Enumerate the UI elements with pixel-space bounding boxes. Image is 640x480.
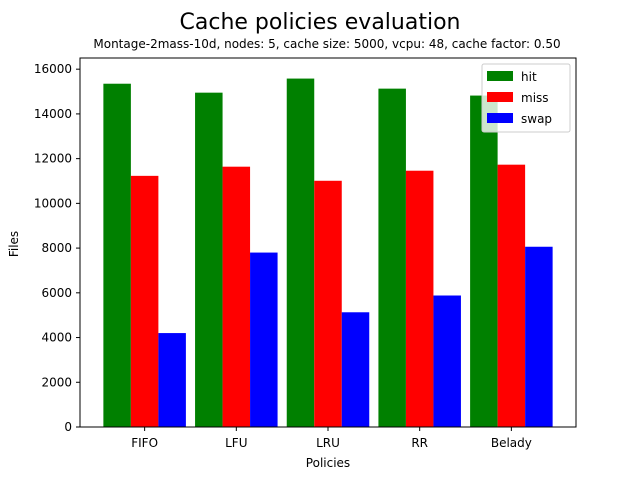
bar-hit-lfu <box>195 92 223 427</box>
bar-swap-lfu <box>250 252 278 427</box>
y-tick-label-12000: 12000 <box>34 152 72 166</box>
y-tick-label-2000: 2000 <box>41 375 72 389</box>
x-tick-label-rr: RR <box>411 436 428 450</box>
legend-label-miss: miss <box>521 91 549 105</box>
bar-miss-fifo <box>130 175 159 427</box>
x-tick-label-belady: Belady <box>491 436 532 450</box>
bars-group <box>103 78 553 428</box>
legend-swatch-swap <box>487 113 513 123</box>
bar-hit-lru <box>286 78 315 427</box>
chart-title: Cache policies evaluation <box>180 10 461 35</box>
x-axis-label: Policies <box>306 456 350 470</box>
x-tick-label-lru: LRU <box>316 436 340 450</box>
axes-group: 0 2000 4000 6000 8000 10000 12000 14000 16000 FIF… <box>34 57 577 450</box>
y-tick-label-14000: 14000 <box>34 107 72 121</box>
legend-swatch-hit <box>487 71 513 81</box>
bar-swap-lru <box>341 312 370 427</box>
x-tick-label-fifo: FIFO <box>131 436 158 450</box>
y-tick-label-6000: 6000 <box>41 286 72 300</box>
y-tick-label-4000: 4000 <box>41 331 72 345</box>
x-tick-label-lfu: LFU <box>225 436 247 450</box>
legend-swatch-miss <box>487 92 513 102</box>
bar-miss-belady <box>497 164 526 427</box>
bar-swap-fifo <box>158 333 186 427</box>
bar-hit-fifo <box>103 83 131 427</box>
y-tick-label-0: 0 <box>64 420 72 434</box>
bar-miss-rr <box>405 170 434 428</box>
bar-miss-lru <box>314 180 342 427</box>
y-tick-label-8000: 8000 <box>41 241 72 255</box>
y-tick-label-10000: 10000 <box>34 196 72 210</box>
y-tick-label-16000: 16000 <box>34 62 72 76</box>
bar-hit-rr <box>378 88 406 427</box>
legend-label-hit: hit <box>521 70 537 84</box>
bar-hit-belady <box>470 95 498 427</box>
bar-swap-belady <box>525 246 553 427</box>
legend-label-swap: swap <box>521 112 552 126</box>
y-axis-label: Files <box>7 231 21 257</box>
legend: hit miss swap <box>481 63 571 133</box>
bar-miss-lfu <box>222 166 251 428</box>
chart-subtitle: Montage-2mass-10d, nodes: 5, cache size:… <box>93 37 560 51</box>
bar-swap-rr <box>433 295 461 427</box>
